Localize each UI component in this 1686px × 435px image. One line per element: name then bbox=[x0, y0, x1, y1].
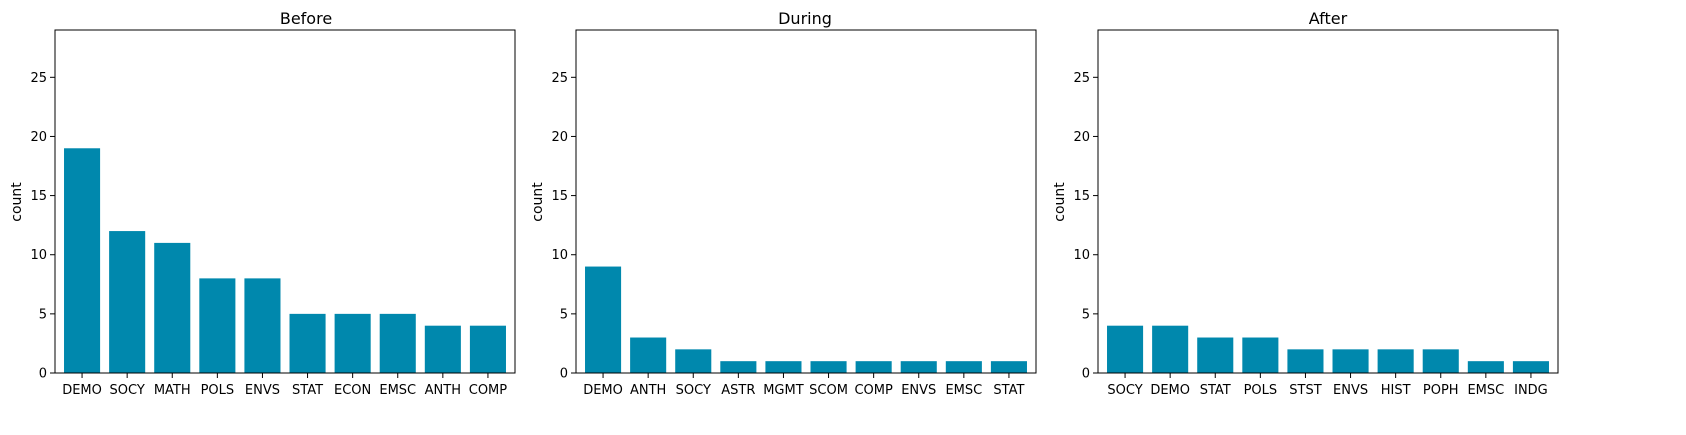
tick-group: 0 5 10 15 20 25 DEMO SOCY MATH POLS ENVS STAT ECON EM… bbox=[30, 71, 507, 398]
bar bbox=[1512, 361, 1549, 373]
bar bbox=[424, 325, 461, 373]
x-tick-label: POLS bbox=[1244, 383, 1278, 398]
y-tick-label: 5 bbox=[1082, 307, 1090, 322]
y-axis-label: count bbox=[1052, 182, 1068, 222]
x-tick-label: SCOM bbox=[809, 383, 848, 398]
bar bbox=[1422, 349, 1459, 373]
y-tick-label: 0 bbox=[560, 367, 568, 382]
y-tick-label: 5 bbox=[560, 307, 568, 322]
x-tick-label: INDG bbox=[1514, 383, 1548, 398]
y-tick-label: 25 bbox=[551, 71, 568, 86]
x-tick-label: ENVS bbox=[245, 383, 280, 398]
y-tick-label: 15 bbox=[30, 189, 47, 204]
bar bbox=[900, 361, 937, 373]
bar bbox=[990, 361, 1027, 373]
tick-group: 0 5 10 15 20 25 SOCY DEMO STAT POLS STST ENVS HIST PO… bbox=[1073, 71, 1547, 398]
y-tick-label: 0 bbox=[39, 367, 47, 382]
y-tick-label: 20 bbox=[1073, 130, 1090, 145]
bar bbox=[855, 361, 892, 373]
x-tick-label: COMP bbox=[854, 383, 893, 398]
x-tick-label: STST bbox=[1289, 383, 1321, 398]
bar bbox=[765, 361, 802, 373]
bar bbox=[199, 278, 236, 373]
bar bbox=[1377, 349, 1414, 373]
panel-after: After count 0 5 10 15 20 25 SOCY DEMO STAT POLS ST… bbox=[1052, 9, 1559, 398]
plot-frame bbox=[1097, 29, 1559, 374]
x-tick-label: ENVS bbox=[901, 383, 936, 398]
y-tick-label: 15 bbox=[551, 189, 568, 204]
y-tick-label: 25 bbox=[30, 71, 47, 86]
x-tick-label: EMSC bbox=[1467, 383, 1504, 398]
bar bbox=[1152, 325, 1189, 373]
y-tick-label: 20 bbox=[551, 130, 568, 145]
bar bbox=[64, 148, 101, 373]
x-tick-label: SOCY bbox=[676, 383, 711, 398]
tick-group: 0 5 10 15 20 25 DEMO ANTH SOCY ASTR MGMT SCOM COMP EN… bbox=[551, 71, 1024, 398]
x-tick-label: MGMT bbox=[763, 383, 804, 398]
x-tick-label: ANTH bbox=[630, 383, 666, 398]
bar bbox=[1467, 361, 1504, 373]
x-tick-label: EMSC bbox=[945, 383, 982, 398]
x-tick-label: COMP bbox=[469, 383, 508, 398]
x-tick-label: ANTH bbox=[425, 383, 461, 398]
x-tick-label: SOCY bbox=[1107, 383, 1142, 398]
y-tick-label: 10 bbox=[551, 248, 568, 263]
x-tick-label: SOCY bbox=[110, 383, 145, 398]
y-axis-label: count bbox=[530, 182, 546, 222]
bar bbox=[675, 349, 712, 373]
x-tick-label: ENVS bbox=[1333, 383, 1368, 398]
y-axis-label: count bbox=[9, 182, 25, 222]
bar bbox=[244, 278, 281, 373]
x-tick-label: POLS bbox=[201, 383, 235, 398]
panel-title: During bbox=[778, 9, 832, 28]
x-tick-label: DEMO bbox=[583, 383, 623, 398]
panel-title: After bbox=[1309, 9, 1348, 28]
plot-frame bbox=[575, 29, 1037, 374]
y-tick-label: 0 bbox=[1082, 367, 1090, 382]
bar-group bbox=[1107, 325, 1549, 373]
bar bbox=[1242, 337, 1279, 373]
bar bbox=[1332, 349, 1369, 373]
x-tick-label: STAT bbox=[1200, 383, 1231, 398]
y-tick-label: 15 bbox=[1073, 189, 1090, 204]
y-tick-label: 10 bbox=[30, 248, 47, 263]
bar bbox=[720, 361, 757, 373]
x-tick-label: MATH bbox=[154, 383, 191, 398]
bar bbox=[289, 313, 326, 373]
y-tick-label: 10 bbox=[1073, 248, 1090, 263]
x-tick-label: EMSC bbox=[379, 383, 416, 398]
y-tick-label: 5 bbox=[39, 307, 47, 322]
bar bbox=[1107, 325, 1144, 373]
x-tick-label: ECON bbox=[334, 383, 371, 398]
x-tick-label: ASTR bbox=[721, 383, 755, 398]
bar bbox=[1287, 349, 1324, 373]
panel-during: During count 0 5 10 15 20 25 DEMO ANTH SOCY ASTR M… bbox=[530, 9, 1037, 398]
bar bbox=[1197, 337, 1234, 373]
bar bbox=[109, 231, 146, 373]
bar bbox=[810, 361, 847, 373]
x-tick-label: DEMO bbox=[1150, 383, 1190, 398]
x-tick-label: DEMO bbox=[62, 383, 102, 398]
bar-group bbox=[64, 148, 506, 373]
x-tick-label: STAT bbox=[292, 383, 323, 398]
bar bbox=[945, 361, 982, 373]
panel-title: Before bbox=[280, 9, 332, 28]
plot-frame bbox=[54, 29, 516, 374]
x-tick-label: STAT bbox=[993, 383, 1024, 398]
bar-group bbox=[585, 266, 1027, 373]
x-tick-label: HIST bbox=[1381, 383, 1411, 398]
bar bbox=[154, 242, 191, 373]
bar bbox=[379, 313, 416, 373]
y-tick-label: 25 bbox=[1073, 71, 1090, 86]
bar bbox=[630, 337, 667, 373]
bar bbox=[585, 266, 622, 373]
panel-before: Before count 0 5 10 15 20 25 DEMO SOCY MATH POLS E… bbox=[9, 9, 516, 398]
bar bbox=[469, 325, 506, 373]
x-tick-label: POPH bbox=[1423, 383, 1459, 398]
bar bbox=[334, 313, 371, 373]
y-tick-label: 20 bbox=[30, 130, 47, 145]
